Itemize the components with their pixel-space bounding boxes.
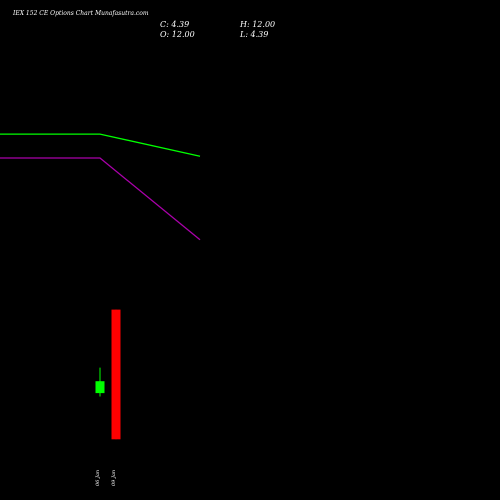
high-readout: H: 12.00 bbox=[240, 20, 276, 29]
close-readout: C: 4.39 bbox=[160, 20, 190, 29]
chart-title: IEX 152 CE Options Chart Munafasutra.com bbox=[13, 10, 149, 17]
open-readout: O: 12.00 bbox=[160, 30, 195, 39]
candle-body-09-jan bbox=[111, 309, 121, 440]
x-tick-label: 09 Jan bbox=[111, 470, 117, 486]
x-tick-label: 06 Jan bbox=[95, 470, 101, 486]
indicator-line-2 bbox=[0, 157, 201, 241]
indicator-line-1 bbox=[0, 133, 201, 157]
low-readout: L: 4.39 bbox=[240, 30, 269, 39]
candle-body-06-jan bbox=[95, 381, 105, 394]
